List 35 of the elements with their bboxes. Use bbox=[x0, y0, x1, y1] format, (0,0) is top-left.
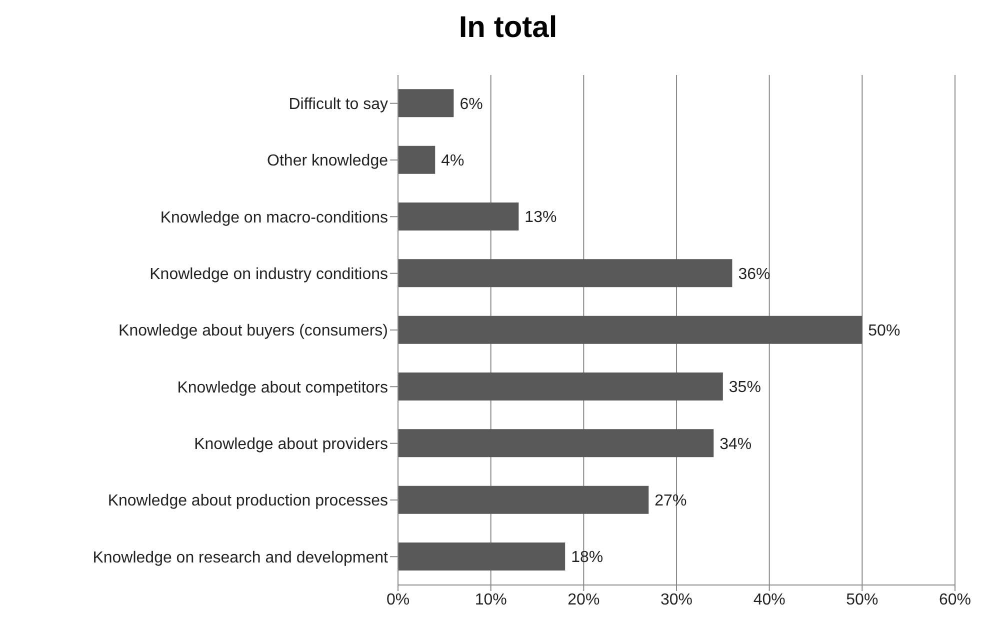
bar bbox=[398, 372, 723, 400]
y-tick-label: Knowledge about production processes bbox=[108, 492, 388, 510]
bar bbox=[398, 429, 714, 458]
chart-title: In total bbox=[458, 10, 558, 46]
x-tick-label: 10% bbox=[474, 591, 507, 608]
y-tick-label: Difficult to say bbox=[288, 96, 388, 114]
y-tick-label: Knowledge about competitors bbox=[177, 379, 388, 396]
bar bbox=[398, 146, 436, 174]
y-tick-label: Knowledge on macro-conditions bbox=[160, 209, 388, 226]
bar bbox=[398, 89, 454, 118]
bar bbox=[398, 259, 732, 288]
data-label: 13% bbox=[524, 209, 557, 226]
data-label: 36% bbox=[738, 266, 770, 283]
x-tick-label: 50% bbox=[846, 591, 878, 608]
data-label: 50% bbox=[868, 322, 900, 340]
data-label: 6% bbox=[460, 96, 483, 113]
bar bbox=[398, 316, 862, 344]
x-tick-label: 40% bbox=[753, 591, 786, 608]
bar bbox=[398, 486, 649, 514]
bar bbox=[398, 542, 566, 570]
data-label: 18% bbox=[571, 549, 604, 566]
x-tick-label: 60% bbox=[938, 591, 972, 608]
x-tick-label: 30% bbox=[660, 591, 693, 608]
y-tick-label: Knowledge on research and development bbox=[92, 549, 389, 566]
data-label: 34% bbox=[720, 436, 752, 453]
y-tick-label: Knowledge about buyers (consumers) bbox=[118, 322, 388, 340]
x-tick-label: 20% bbox=[568, 591, 600, 608]
data-label: 35% bbox=[728, 379, 761, 396]
bar bbox=[398, 202, 519, 230]
data-label: 27% bbox=[654, 492, 687, 510]
y-tick-label: Knowledge on industry conditions bbox=[150, 266, 388, 284]
y-tick-label: Knowledge about providers bbox=[194, 436, 388, 454]
data-label: 4% bbox=[441, 152, 464, 170]
x-tick-label: 0% bbox=[386, 591, 410, 608]
y-tick-label: Other knowledge bbox=[267, 152, 388, 170]
